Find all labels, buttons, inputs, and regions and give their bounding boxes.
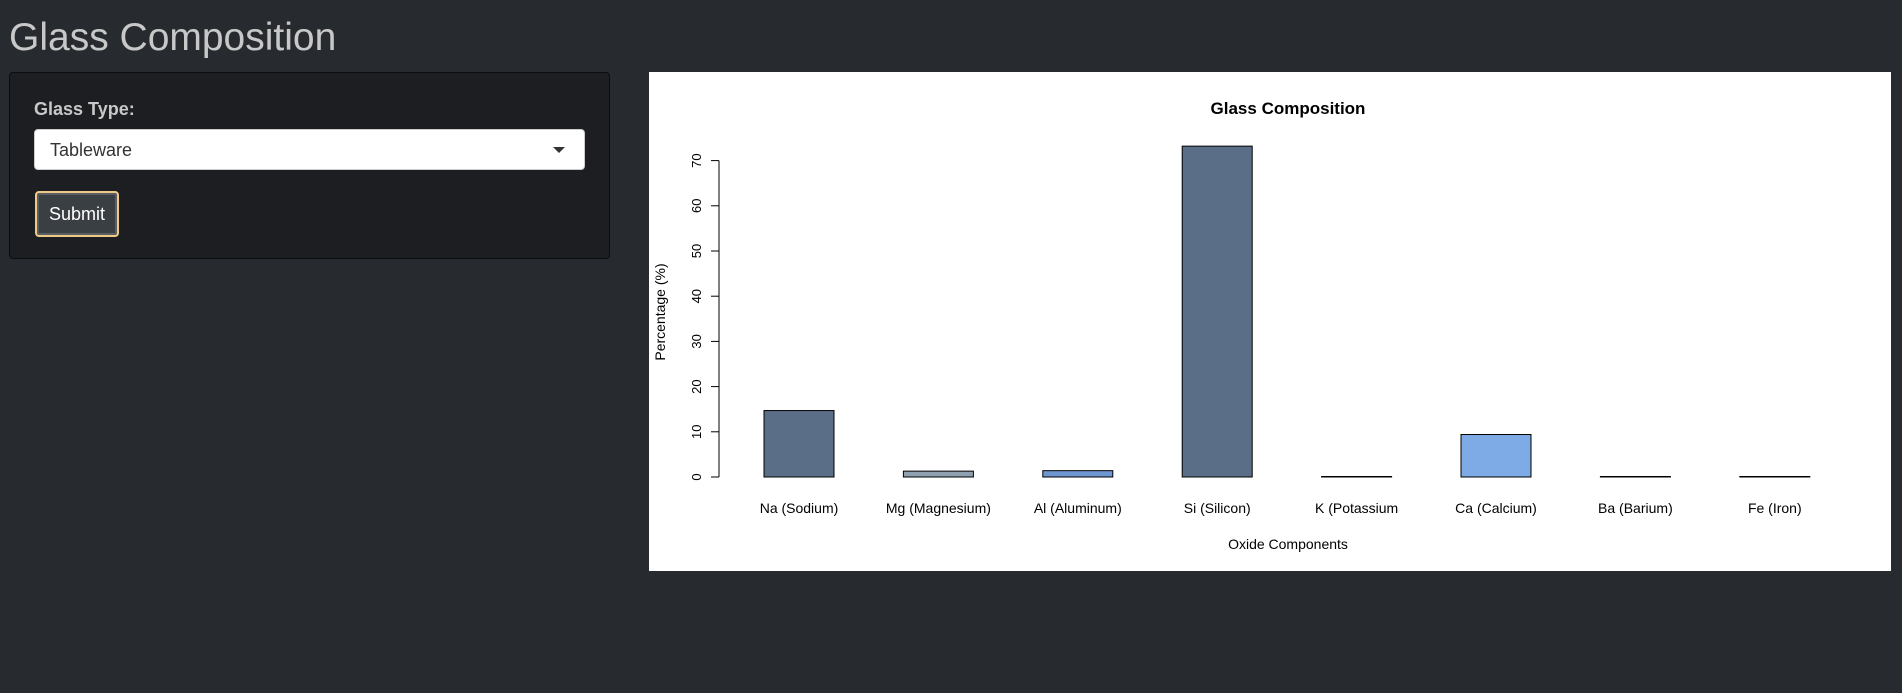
- bar: [1599, 476, 1671, 478]
- x-tick-label: Al (Aluminum): [1034, 500, 1122, 516]
- bar: [1042, 470, 1114, 478]
- x-tick-labels: Na (Sodium) Mg (Magnesium) Al (Aluminum) Si…: [760, 500, 1802, 516]
- bar: [1181, 145, 1253, 478]
- bar: [902, 470, 974, 478]
- bar: [1321, 476, 1393, 478]
- chevron-down-icon: [553, 147, 565, 153]
- bar: [1739, 476, 1811, 478]
- bar-chart: Glass Composition Oxide Components Perce…: [652, 99, 1811, 552]
- x-tick-label: Ca (Calcium): [1455, 500, 1537, 516]
- x-tick-label: K (Potassium: [1315, 500, 1398, 516]
- glass-type-label: Glass Type:: [34, 99, 135, 119]
- glass-type-selected-value: Tableware: [50, 140, 133, 160]
- x-tick-label: Fe (Iron): [1748, 500, 1802, 516]
- y-tick-label: 60: [689, 199, 704, 213]
- bar: [763, 410, 835, 478]
- x-axis-label: Oxide Components: [1228, 536, 1348, 552]
- sidebar-panel: Glass Type: Tableware Submit: [9, 72, 610, 259]
- y-tick-label: 70: [689, 153, 704, 167]
- y-axis-label: Percentage (%): [652, 263, 668, 360]
- glass-type-select[interactable]: Tableware: [34, 129, 585, 170]
- plot-panel: Glass Composition Oxide Components Perce…: [649, 72, 1891, 571]
- bar: [1460, 434, 1532, 478]
- x-tick-label: Ba (Barium): [1598, 500, 1673, 516]
- page-title: Glass Composition: [9, 16, 337, 59]
- x-tick-label: Mg (Magnesium): [886, 500, 991, 516]
- bars-group: [763, 145, 1811, 478]
- y-tick-label: 40: [689, 289, 704, 303]
- x-tick-label: Si (Silicon): [1184, 500, 1251, 516]
- y-tick-label: 20: [689, 379, 704, 393]
- y-axis: 0 10 20 30 40 50 60 70: [689, 153, 720, 481]
- x-tick-label: Na (Sodium): [760, 500, 839, 516]
- y-tick-label: 50: [689, 244, 704, 258]
- y-tick-label: 0: [689, 473, 704, 480]
- y-tick-label: 10: [689, 425, 704, 439]
- chart-title: Glass Composition: [1211, 99, 1366, 118]
- y-tick-label: 30: [689, 334, 704, 348]
- submit-button[interactable]: Submit: [35, 191, 119, 237]
